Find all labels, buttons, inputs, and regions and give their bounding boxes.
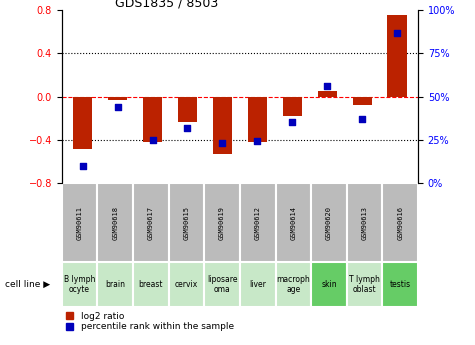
Point <box>358 116 366 122</box>
Point <box>393 30 401 36</box>
Text: T lymph
oblast: T lymph oblast <box>349 275 380 294</box>
Text: macroph
age: macroph age <box>276 275 310 294</box>
Text: cervix: cervix <box>175 280 198 289</box>
Point <box>184 125 191 130</box>
Text: GSM90620: GSM90620 <box>326 206 332 239</box>
Point <box>149 137 156 142</box>
Bar <box>352 97 372 105</box>
Bar <box>97 183 133 262</box>
Bar <box>311 183 347 262</box>
Bar <box>240 183 276 262</box>
Point <box>218 140 226 146</box>
Point <box>79 163 86 168</box>
Text: liposare
oma: liposare oma <box>207 275 238 294</box>
Bar <box>169 183 204 262</box>
Point <box>323 83 331 89</box>
Text: GSM90614: GSM90614 <box>290 206 296 239</box>
Bar <box>240 262 276 307</box>
Bar <box>204 262 240 307</box>
Bar <box>204 183 240 262</box>
Text: breast: breast <box>139 280 163 289</box>
Point <box>288 120 296 125</box>
Legend: log2 ratio, percentile rank within the sample: log2 ratio, percentile rank within the s… <box>66 312 234 331</box>
Text: GSM90619: GSM90619 <box>219 206 225 239</box>
Text: GSM90611: GSM90611 <box>76 206 83 239</box>
Bar <box>143 97 162 142</box>
Text: GSM90612: GSM90612 <box>255 206 261 239</box>
Bar <box>178 97 197 122</box>
Text: GSM90617: GSM90617 <box>148 206 154 239</box>
Text: testis: testis <box>390 280 411 289</box>
Bar <box>108 97 127 100</box>
Bar <box>311 262 347 307</box>
Bar <box>382 262 418 307</box>
Point <box>254 139 261 144</box>
Text: GDS1835 / 8503: GDS1835 / 8503 <box>115 0 218 9</box>
Bar <box>276 262 311 307</box>
Text: GSM90618: GSM90618 <box>112 206 118 239</box>
Bar <box>248 97 267 142</box>
Text: GSM90613: GSM90613 <box>361 206 368 239</box>
Bar <box>318 91 337 97</box>
Bar <box>276 183 311 262</box>
Bar <box>347 183 382 262</box>
Bar <box>283 97 302 116</box>
Text: skin: skin <box>321 280 337 289</box>
Bar <box>213 97 232 154</box>
Bar <box>97 262 133 307</box>
Text: liver: liver <box>249 280 266 289</box>
Text: GSM90615: GSM90615 <box>183 206 190 239</box>
Bar <box>62 262 97 307</box>
Bar <box>347 262 382 307</box>
Text: cell line ▶: cell line ▶ <box>5 280 50 289</box>
Text: GSM90616: GSM90616 <box>397 206 403 239</box>
Text: brain: brain <box>105 280 125 289</box>
Point <box>114 104 122 110</box>
Bar <box>388 15 407 97</box>
Bar <box>169 262 204 307</box>
Bar <box>133 262 169 307</box>
Bar <box>62 183 97 262</box>
Text: B lymph
ocyte: B lymph ocyte <box>64 275 95 294</box>
Bar <box>133 183 169 262</box>
Bar <box>382 183 418 262</box>
Bar <box>73 97 92 149</box>
